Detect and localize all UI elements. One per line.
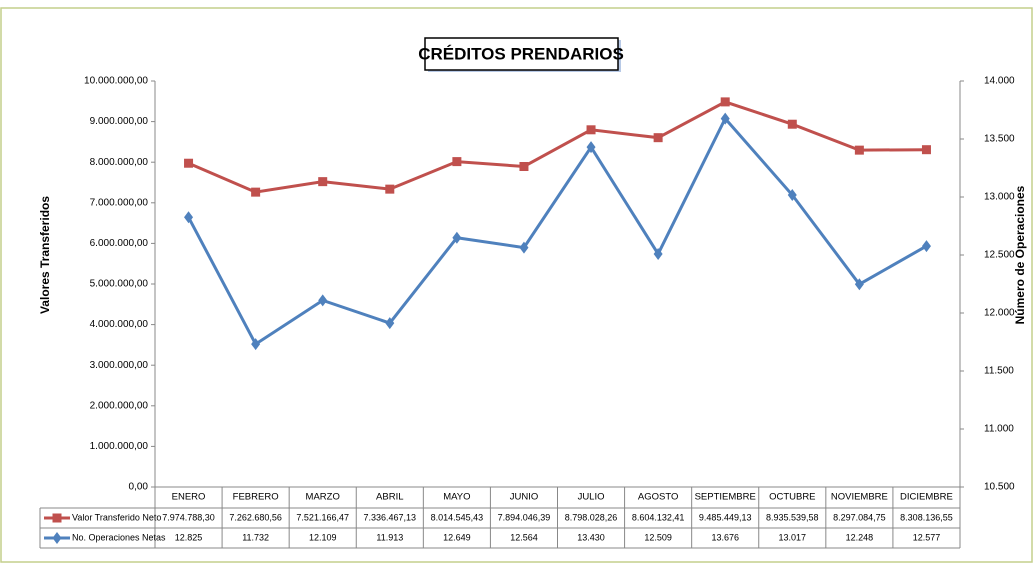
- y-tick-label: 1.000.000,00: [90, 441, 149, 452]
- x-tick-label: OCTUBRE: [769, 492, 815, 503]
- table-value: 7.262.680,56: [229, 512, 282, 522]
- point: [854, 145, 864, 155]
- x-tick-label: FEBRERO: [233, 492, 279, 503]
- point: [586, 125, 596, 135]
- y2-tick-label: 13.000: [984, 192, 1015, 203]
- legend-marker: [52, 532, 62, 544]
- series-line: [187, 100, 927, 194]
- chart-frame: [0, 7, 1033, 563]
- table-value: 7.974.788,30: [162, 512, 215, 522]
- point: [184, 211, 194, 224]
- x-tick-label: MAYO: [443, 492, 470, 503]
- y-axis-label: Valores Transferidos: [38, 196, 52, 314]
- legend-marker: [52, 513, 62, 523]
- point: [385, 184, 395, 194]
- y-tick-label: 0,00: [129, 482, 149, 493]
- table-value: 12.109: [309, 532, 337, 542]
- y-tick-label: 5.000.000,00: [90, 279, 149, 290]
- table-value: 11.732: [242, 532, 269, 542]
- point: [452, 157, 462, 167]
- point: [787, 189, 797, 202]
- x-tick-label: AGOSTO: [638, 492, 678, 503]
- point: [452, 231, 462, 244]
- table-value: 11.913: [376, 532, 403, 542]
- x-tick-label: JUNIO: [510, 492, 539, 503]
- point: [787, 119, 797, 129]
- point: [720, 97, 730, 107]
- y-tick-label: 9.000.000,00: [90, 116, 149, 127]
- point: [921, 145, 931, 155]
- legend-label: Valor Transferido Neto: [72, 512, 161, 522]
- y2-tick-label: 12.500: [984, 250, 1015, 261]
- point: [854, 278, 864, 291]
- point: [184, 158, 194, 168]
- x-tick-label: ENERO: [172, 492, 206, 503]
- table-value: 13.676: [711, 532, 739, 542]
- table-value: 12.577: [913, 532, 941, 542]
- point: [519, 162, 529, 172]
- legend-label: No. Operaciones Netas: [72, 532, 166, 542]
- table-value: 8.935.539,58: [766, 512, 819, 522]
- point: [385, 317, 395, 330]
- x-tick-label: DICIEMBRE: [900, 492, 953, 503]
- table-value: 12.649: [443, 532, 471, 542]
- point: [318, 177, 328, 187]
- y-tick-label: 10.000.000,00: [84, 76, 148, 87]
- point: [720, 112, 730, 125]
- point: [921, 240, 931, 253]
- y2-tick-label: 12.000: [984, 308, 1015, 319]
- table-value: 12.825: [175, 532, 203, 542]
- table-value: 8.308.136,55: [900, 512, 953, 522]
- table-value: 8.604.132,41: [632, 512, 685, 522]
- x-tick-label: NOVIEMBRE: [831, 492, 888, 503]
- point: [586, 141, 596, 154]
- y-tick-label: 2.000.000,00: [90, 400, 149, 411]
- table-value: 13.017: [779, 532, 807, 542]
- y-tick-label: 6.000.000,00: [90, 238, 149, 249]
- table-value: 8.297.084,75: [833, 512, 886, 522]
- y2-axis-label: Número de Operaciones: [1013, 185, 1027, 324]
- y-tick-label: 3.000.000,00: [90, 360, 149, 371]
- table-value: 12.509: [644, 532, 672, 542]
- x-tick-label: SEPTIEMBRE: [695, 492, 756, 503]
- point: [251, 187, 261, 197]
- point: [653, 133, 663, 143]
- x-tick-label: ABRIL: [376, 492, 403, 503]
- y2-tick-label: 14.000: [984, 76, 1015, 87]
- x-tick-label: JULIO: [578, 492, 605, 503]
- y2-tick-label: 11.000: [984, 424, 1014, 435]
- table-value: 7.336.467,13: [364, 512, 417, 522]
- table-value: 12.248: [846, 532, 874, 542]
- chart-title: CRÉDITOS PRENDARIOS: [418, 44, 624, 63]
- y2-tick-label: 10.500: [984, 482, 1015, 493]
- y2-tick-label: 11.500: [984, 366, 1014, 377]
- table-value: 13.430: [577, 532, 605, 542]
- y-tick-label: 4.000.000,00: [90, 319, 149, 330]
- series-line: [187, 115, 928, 347]
- title-box: [424, 37, 619, 71]
- table-value: 8.014.545,43: [431, 512, 484, 522]
- point: [251, 338, 261, 351]
- table-value: 12.564: [510, 532, 538, 542]
- table-value: 7.894.046,39: [498, 512, 551, 522]
- y2-tick-label: 13.500: [984, 134, 1015, 145]
- table-value: 7.521.166,47: [296, 512, 349, 522]
- point: [318, 294, 328, 307]
- table-value: 8.798.028,26: [565, 512, 618, 522]
- y-tick-label: 8.000.000,00: [90, 157, 149, 168]
- table-value: 9.485.449,13: [699, 512, 752, 522]
- point: [519, 241, 529, 254]
- point: [653, 247, 663, 260]
- x-tick-label: MARZO: [306, 492, 340, 503]
- y-tick-label: 7.000.000,00: [90, 197, 149, 208]
